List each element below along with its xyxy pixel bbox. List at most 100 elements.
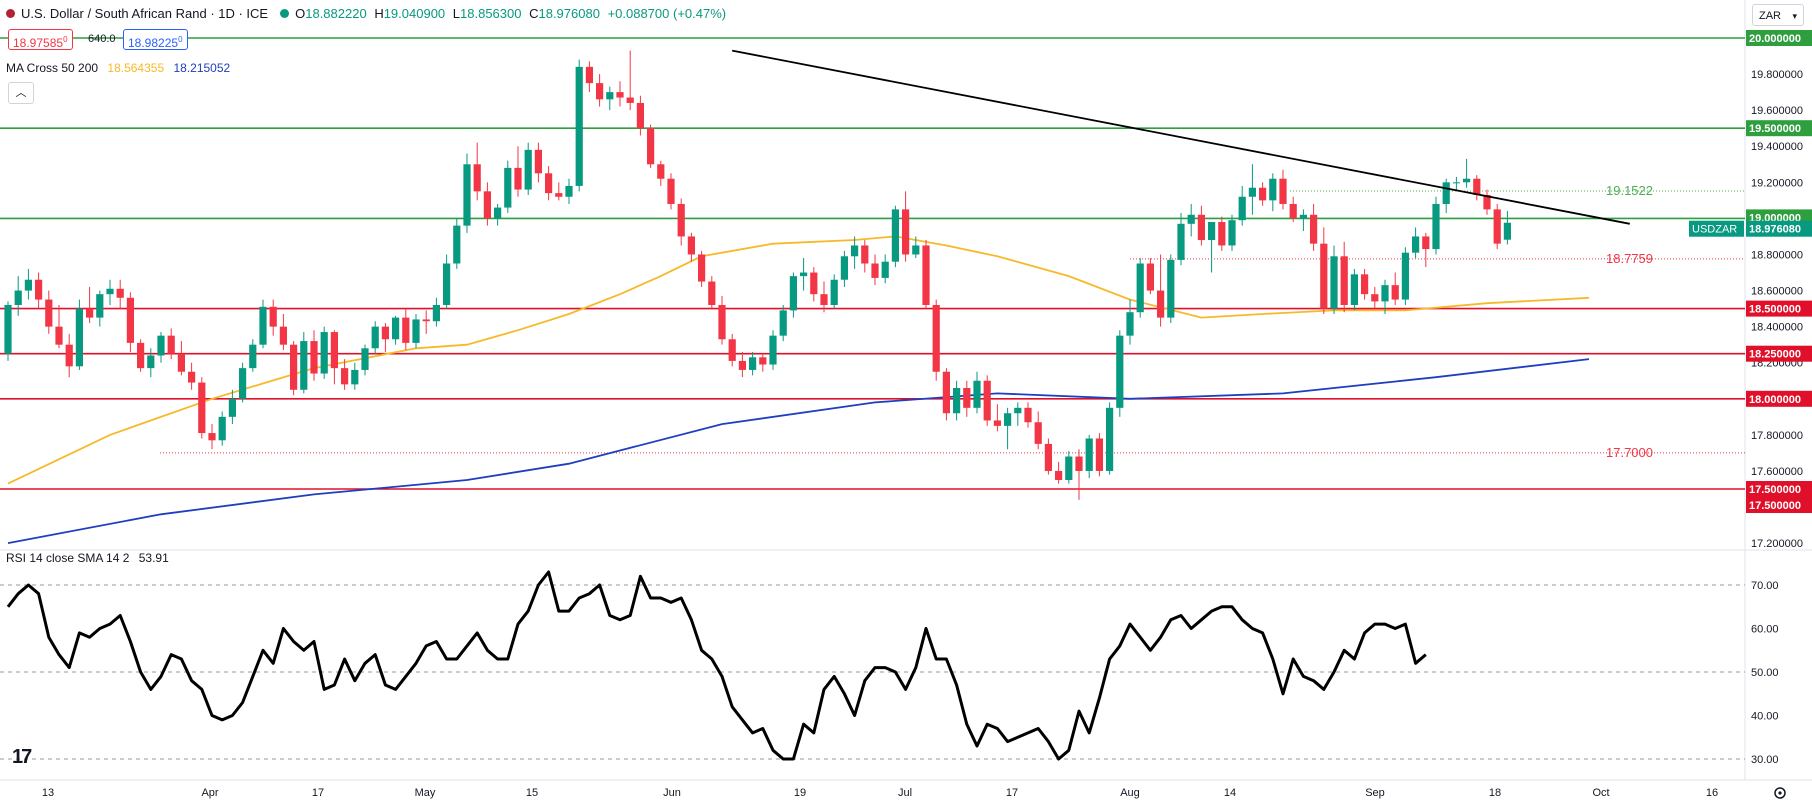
- candle-body[interactable]: [728, 339, 736, 361]
- candle-body[interactable]: [1024, 407, 1032, 423]
- candle-body[interactable]: [1310, 214, 1318, 244]
- candle-body[interactable]: [851, 245, 859, 257]
- candle-body[interactable]: [279, 326, 287, 345]
- candle-body[interactable]: [1095, 438, 1103, 471]
- candle-body[interactable]: [75, 308, 83, 367]
- tradingview-logo[interactable]: 17: [12, 746, 32, 768]
- candle-body[interactable]: [800, 272, 808, 277]
- candle-body[interactable]: [320, 332, 328, 374]
- candle-body[interactable]: [14, 290, 22, 305]
- candle-body[interactable]: [555, 193, 563, 197]
- candle-body[interactable]: [596, 83, 604, 100]
- candle-body[interactable]: [749, 357, 757, 370]
- candle-body[interactable]: [86, 308, 94, 318]
- candle-body[interactable]: [1503, 222, 1511, 240]
- ma-legend[interactable]: MA Cross 50 200 18.564355 18.215052: [6, 61, 230, 75]
- candle-body[interactable]: [565, 185, 573, 197]
- candle-body[interactable]: [942, 371, 950, 414]
- candle-body[interactable]: [249, 344, 257, 369]
- candle-body[interactable]: [341, 368, 349, 385]
- candle-body[interactable]: [96, 294, 104, 318]
- candle-body[interactable]: [1330, 256, 1338, 309]
- candle-body[interactable]: [55, 326, 63, 345]
- candle-body[interactable]: [1044, 443, 1052, 471]
- candle-body[interactable]: [759, 357, 767, 365]
- candle-body[interactable]: [1004, 413, 1012, 426]
- candle-body[interactable]: [1055, 470, 1063, 480]
- candle-body[interactable]: [657, 164, 665, 179]
- candle-body[interactable]: [534, 149, 542, 174]
- candle-body[interactable]: [1412, 236, 1420, 253]
- candle-body[interactable]: [1014, 407, 1022, 414]
- candle-body[interactable]: [881, 261, 889, 278]
- candle-body[interactable]: [891, 209, 899, 262]
- candle-body[interactable]: [45, 299, 53, 327]
- candle-body[interactable]: [677, 203, 685, 237]
- candle-body[interactable]: [412, 319, 420, 343]
- candle-body[interactable]: [514, 167, 522, 190]
- candle-body[interactable]: [1371, 294, 1379, 302]
- candle-body[interactable]: [167, 335, 175, 354]
- candle-body[interactable]: [1177, 223, 1185, 260]
- candle-body[interactable]: [1381, 285, 1389, 302]
- candle-body[interactable]: [239, 368, 247, 399]
- candle-body[interactable]: [351, 369, 359, 385]
- candle-body[interactable]: [1279, 178, 1287, 204]
- candle-body[interactable]: [269, 306, 277, 327]
- candle-body[interactable]: [504, 167, 512, 208]
- candle-body[interactable]: [330, 332, 338, 369]
- candle-body[interactable]: [371, 326, 379, 349]
- candle-body[interactable]: [779, 310, 787, 336]
- candle-body[interactable]: [830, 279, 838, 305]
- candle-body[interactable]: [983, 380, 991, 421]
- candle-body[interactable]: [1483, 194, 1491, 210]
- candle-body[interactable]: [1269, 178, 1277, 201]
- candle-body[interactable]: [973, 380, 981, 408]
- candle-body[interactable]: [932, 304, 940, 372]
- candle-body[interactable]: [606, 92, 614, 100]
- candle-body[interactable]: [1126, 312, 1134, 336]
- candle-body[interactable]: [1320, 243, 1328, 309]
- candle-body[interactable]: [1085, 438, 1093, 471]
- candle-body[interactable]: [392, 317, 400, 340]
- candle-body[interactable]: [1228, 220, 1236, 246]
- candle-body[interactable]: [422, 319, 430, 322]
- candle-body[interactable]: [902, 209, 910, 255]
- candle-body[interactable]: [1167, 259, 1175, 318]
- candle-body[interactable]: [1401, 252, 1409, 300]
- candle-body[interactable]: [667, 178, 675, 204]
- candle-body[interactable]: [698, 254, 706, 282]
- candle-body[interactable]: [1248, 187, 1256, 197]
- candle-body[interactable]: [4, 304, 12, 354]
- candle-body[interactable]: [483, 191, 491, 219]
- candle-body[interactable]: [1034, 422, 1042, 444]
- candle-body[interactable]: [381, 326, 389, 340]
- candle-body[interactable]: [738, 360, 746, 370]
- candle-body[interactable]: [1259, 187, 1267, 201]
- candle-body[interactable]: [65, 344, 73, 367]
- candle-body[interactable]: [1289, 203, 1297, 219]
- candle-body[interactable]: [432, 304, 440, 322]
- candle-body[interactable]: [1116, 335, 1124, 408]
- candle-body[interactable]: [218, 416, 226, 441]
- candle-body[interactable]: [147, 355, 155, 369]
- candle-body[interactable]: [177, 353, 185, 372]
- currency-selector[interactable]: ZAR ▾: [1752, 4, 1804, 26]
- candle-body[interactable]: [453, 225, 461, 264]
- candle-body[interactable]: [361, 348, 369, 370]
- candle-body[interactable]: [912, 245, 920, 255]
- candle-body[interactable]: [524, 149, 532, 190]
- candle-body[interactable]: [1136, 263, 1144, 313]
- ma-200-line[interactable]: [7, 358, 1590, 544]
- buy-price-button[interactable]: 18.982250: [123, 29, 188, 50]
- candle-body[interactable]: [718, 304, 726, 340]
- candle-body[interactable]: [789, 276, 797, 311]
- candle-body[interactable]: [1299, 214, 1307, 219]
- candle-body[interactable]: [126, 297, 134, 343]
- candle-body[interactable]: [1218, 222, 1226, 246]
- candle-body[interactable]: [473, 164, 481, 192]
- candle-body[interactable]: [922, 245, 930, 305]
- candle-body[interactable]: [545, 173, 553, 194]
- candle-body[interactable]: [106, 288, 114, 295]
